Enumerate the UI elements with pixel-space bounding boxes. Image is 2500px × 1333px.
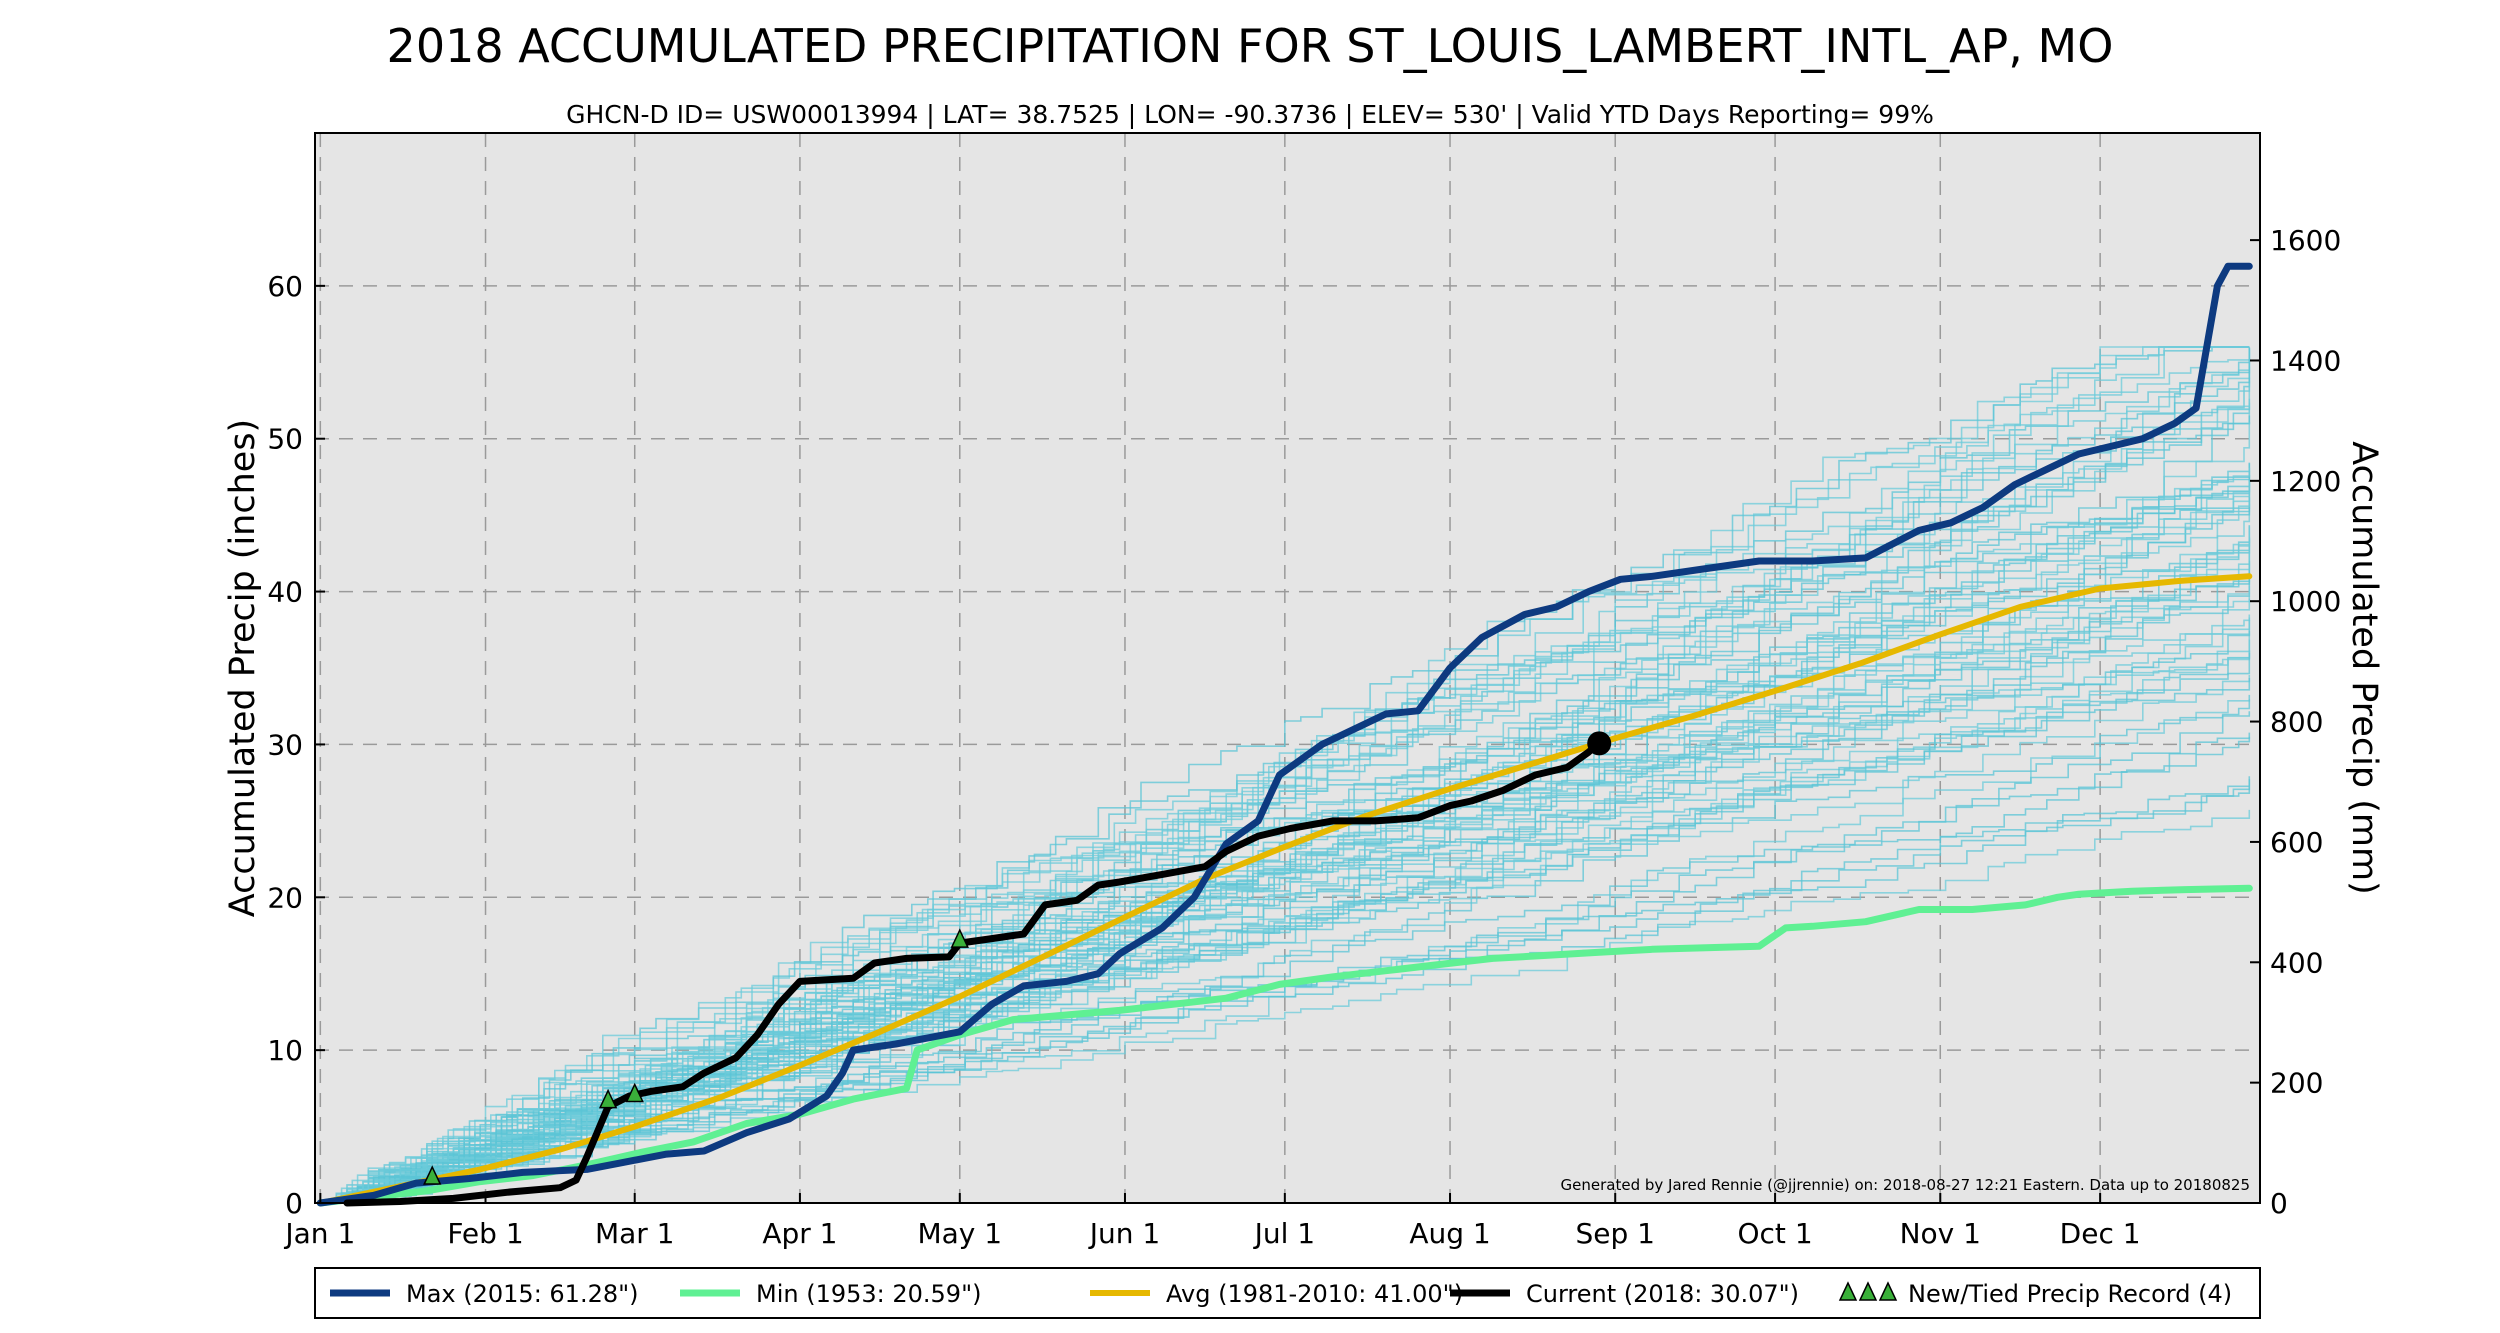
y-tick-label-3: 30 xyxy=(267,728,303,761)
historical-trace xyxy=(320,347,2251,1204)
legend-label-3: Current (2018: 30.07") xyxy=(1526,1280,1799,1308)
historical-trace xyxy=(320,415,2251,1204)
historical-trace xyxy=(320,653,2251,1204)
record-marker-1 xyxy=(423,1165,442,1185)
y-right-tick-label-6: 1200 xyxy=(2270,465,2341,498)
historical-trace xyxy=(320,776,2251,1204)
y-right-tick-label-4: 800 xyxy=(2270,706,2323,739)
x-tick-label-0: Jan 1 xyxy=(283,1217,355,1250)
historical-trace xyxy=(320,346,2250,1204)
y-axis-label-left: Accumulated Precip (inches) xyxy=(223,419,263,917)
legend-record-icon-3 xyxy=(1878,1281,1898,1301)
series-layer xyxy=(316,262,2253,1207)
legend-label-records: New/Tied Precip Record (4) xyxy=(1908,1280,2232,1308)
chart-title: 2018 ACCUMULATED PRECIPITATION FOR ST_LO… xyxy=(387,19,2114,73)
x-tick-label-7: Aug 1 xyxy=(1409,1217,1490,1250)
legend-label-2: Avg (1981-2010: 41.00") xyxy=(1166,1280,1463,1308)
series-line-current xyxy=(343,739,1603,1207)
x-tick-label-11: Dec 1 xyxy=(2060,1217,2141,1250)
historical-trace xyxy=(320,481,2251,1204)
historical-trace xyxy=(320,346,2250,1204)
x-tick-label-9: Oct 1 xyxy=(1738,1217,1813,1250)
y-right-tick-label-8: 1600 xyxy=(2270,224,2341,257)
y-right-tick-label-7: 1400 xyxy=(2270,344,2341,377)
y-right-tick-label-3: 600 xyxy=(2270,826,2323,859)
plot-area xyxy=(315,133,2260,1203)
legend-box xyxy=(314,1267,2261,1319)
axes: 0102030405060020040060080010001200140016… xyxy=(267,224,2341,1250)
y-right-tick-label-1: 200 xyxy=(2270,1067,2323,1100)
historical-trace xyxy=(320,787,2251,1204)
series-line-max xyxy=(316,262,2253,1207)
y-tick-label-6: 60 xyxy=(267,270,303,303)
series-line-avg xyxy=(317,573,2253,1206)
record-marker-2 xyxy=(598,1088,618,1109)
historical-trace xyxy=(320,347,2251,1204)
record-marker-3 xyxy=(625,1082,644,1103)
y-tick-label-0: 0 xyxy=(285,1187,303,1220)
y-right-tick-label-5: 1000 xyxy=(2270,585,2341,618)
y-tick-label-4: 40 xyxy=(267,576,303,609)
chart-subtitle: GHCN-D ID= USW00013994 | LAT= 38.7525 | … xyxy=(566,100,1934,129)
historical-trace xyxy=(320,467,2251,1204)
legend-label-0: Max (2015: 61.28") xyxy=(406,1280,639,1308)
x-tick-label-4: May 1 xyxy=(917,1217,1002,1250)
plot-frame xyxy=(314,132,2261,1204)
y-tick-label-1: 10 xyxy=(267,1034,303,1067)
legend-label-1: Min (1953: 20.59") xyxy=(756,1280,981,1308)
credit-text: Generated by Jared Rennie (@jjrennie) on… xyxy=(1561,1176,2250,1194)
legend-record-icon-2 xyxy=(1858,1281,1878,1301)
x-tick-label-1: Feb 1 xyxy=(447,1217,523,1250)
y-right-tick-label-2: 400 xyxy=(2270,946,2323,979)
historical-trace xyxy=(320,422,2251,1204)
y-tick-label-2: 20 xyxy=(267,881,303,914)
historical-trace xyxy=(320,620,2251,1204)
historical-traces xyxy=(320,346,2251,1204)
y-tick-label-5: 50 xyxy=(267,423,303,456)
legend-record-icon-1 xyxy=(1838,1281,1858,1301)
historical-trace xyxy=(320,736,2251,1204)
legend: Max (2015: 61.28") Min (1953: 20.59") Avg … xyxy=(314,1267,2261,1319)
x-tick-label-5: Jun 1 xyxy=(1088,1217,1160,1250)
record-marker-4 xyxy=(950,928,969,948)
x-tick-label-10: Nov 1 xyxy=(1900,1217,1981,1250)
current-end-marker xyxy=(1587,731,1612,756)
x-tick-label-2: Mar 1 xyxy=(595,1217,675,1250)
x-tick-label-3: Apr 1 xyxy=(762,1217,837,1250)
x-tick-label-6: Jul 1 xyxy=(1253,1217,1316,1250)
x-tick-label-8: Sep 1 xyxy=(1575,1217,1655,1250)
historical-trace xyxy=(320,630,2251,1204)
y-axis-label-right: Accumulated Precip (mm) xyxy=(2344,441,2384,895)
y-right-tick-label-0: 0 xyxy=(2270,1187,2288,1220)
historical-trace xyxy=(320,809,2251,1204)
historical-trace xyxy=(320,507,2251,1204)
series-line-min xyxy=(316,884,2253,1207)
